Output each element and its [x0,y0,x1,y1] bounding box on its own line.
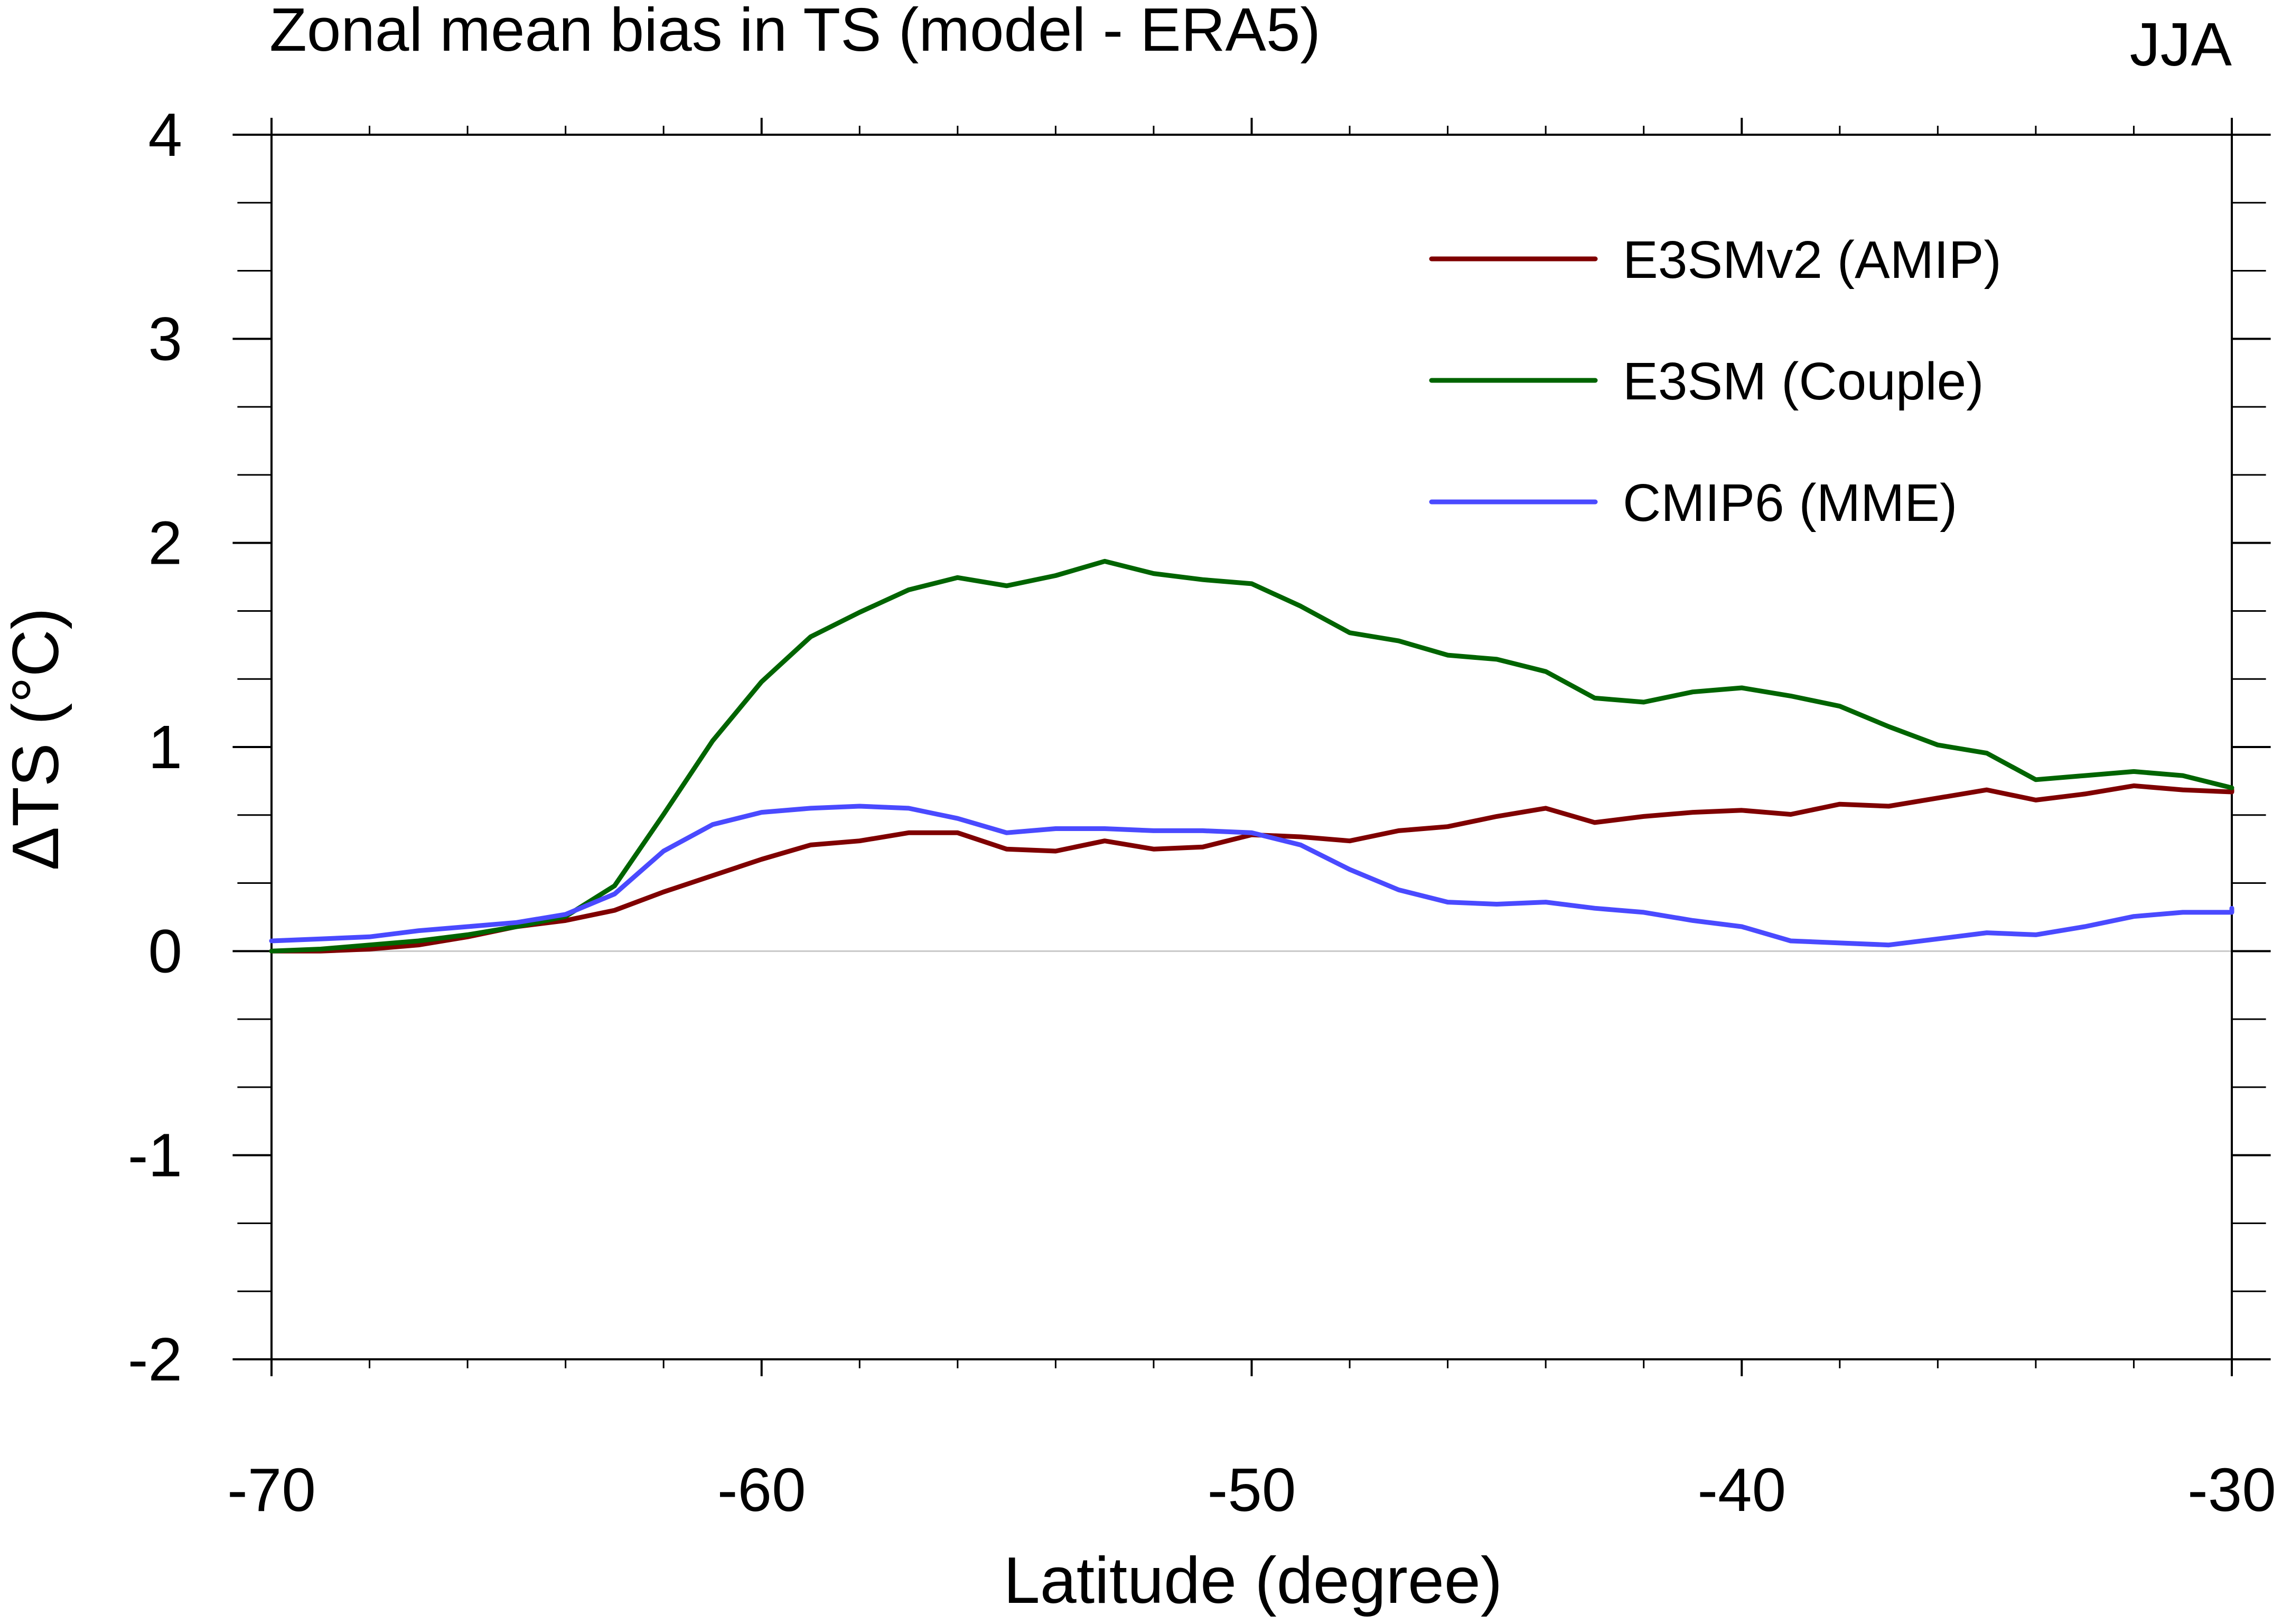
chart-title: Zonal mean bias in TS (model - ERA5) [269,0,1321,64]
x-tick-label: -30 [2187,1455,2276,1524]
legend: E3SMv2 (AMIP) E3SM (Couple) CMIP6 (MME) [1429,230,2002,533]
series-line-3 [269,804,2234,948]
y-tick-label: 1 [148,713,182,781]
series-line-1 [269,783,2234,954]
y-axis-title: ΔTS (°C) [0,608,72,870]
x-tick-label: -50 [1208,1455,1296,1524]
series-line-2 [269,558,2234,954]
x-tick-label: -40 [1697,1455,1786,1524]
legend-label: CMIP6 (MME) [1623,473,1957,533]
y-tick-label: 4 [148,100,182,169]
y-tick-label: -2 [128,1325,182,1394]
y-tick-label: 2 [148,509,182,577]
axis-ticks: -70 -60 -50 -40 -30 -2 -1 0 1 2 3 4 [128,100,2276,1524]
season-label: JJA [2130,10,2232,79]
legend-label: E3SMv2 (AMIP) [1623,230,2002,290]
data-series [269,558,2234,954]
y-tick-label: 0 [148,917,182,985]
y-tick-label: 3 [148,304,182,373]
legend-label: E3SM (Couple) [1623,352,1984,411]
y-tick-label: -1 [128,1121,182,1190]
x-tick-label: -70 [227,1455,316,1524]
x-tick-label: -60 [717,1455,806,1524]
x-axis-title: Latitude (degree) [1004,1544,1502,1617]
